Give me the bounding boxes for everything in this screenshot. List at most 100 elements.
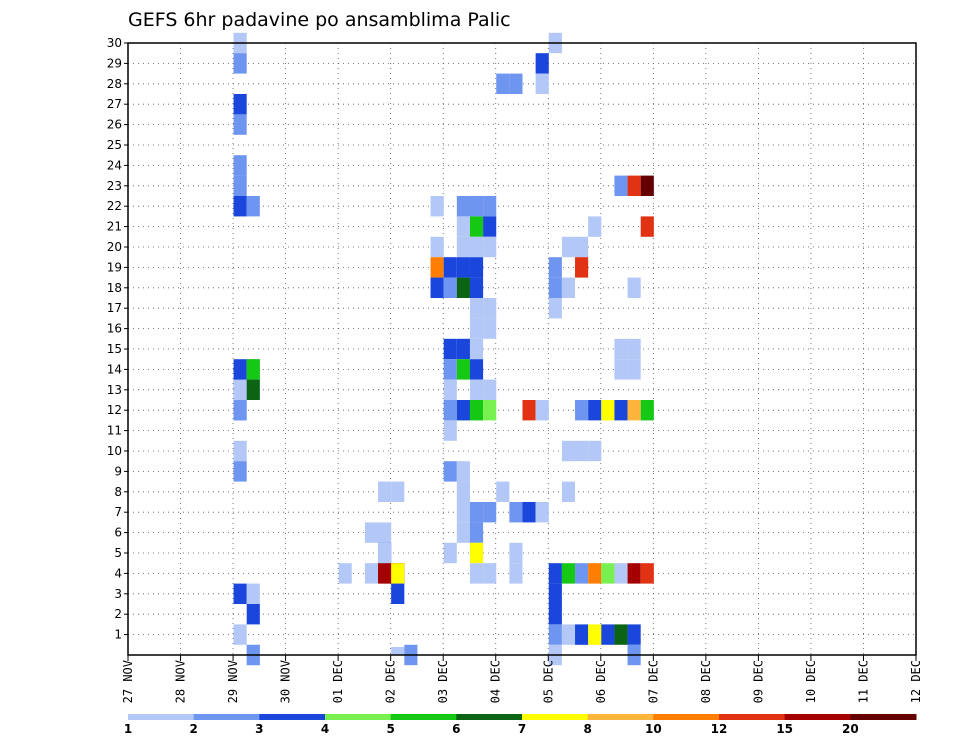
y-tick-label: 21 [107, 220, 122, 234]
precip-cell [233, 440, 247, 462]
legend-label: 12 [711, 722, 728, 736]
precip-cell [548, 583, 562, 604]
precip-cell [575, 400, 589, 421]
legend-label: 5 [386, 722, 394, 736]
precip-cell [391, 583, 405, 604]
precip-cell [509, 502, 523, 523]
precip-cell [588, 624, 602, 645]
precip-cell [246, 379, 260, 400]
precip-cell [233, 359, 247, 380]
precip-cell [627, 624, 641, 645]
precip-cell [233, 583, 247, 604]
legend-swatch [193, 714, 260, 720]
y-tick-label: 3 [114, 587, 122, 601]
precip-cell [588, 440, 602, 462]
y-tick-label: 11 [107, 424, 122, 438]
precip-cell [233, 624, 247, 645]
y-tick-label: 25 [107, 138, 122, 152]
precip-cell [378, 522, 392, 543]
precip-cell [561, 624, 576, 645]
precip-cell [456, 502, 470, 523]
y-axis: 1234567891011121314151617181920212223242… [107, 36, 128, 642]
x-axis: 27 NOV 28 NOV 29 NOV 30 NOV 01 DEC 02 DEC 03 D… [121, 655, 923, 703]
y-tick-label: 5 [114, 546, 122, 560]
precip-cell [627, 563, 641, 584]
precip-cell [588, 563, 602, 584]
precip-cell [575, 563, 589, 584]
precip-cell [535, 400, 549, 421]
precip-cell [561, 563, 576, 584]
y-tick-label: 8 [114, 485, 122, 499]
precip-cell [233, 461, 247, 482]
plot-cells [233, 32, 654, 666]
legend-label: 20 [842, 722, 859, 736]
legend-swatch [522, 714, 589, 720]
precip-cell [246, 359, 260, 380]
precip-cell [469, 379, 484, 400]
y-tick-label: 30 [107, 36, 122, 50]
precip-cell [535, 73, 549, 94]
y-tick-label: 1 [114, 628, 122, 642]
precip-cell [509, 542, 523, 564]
precip-cell [233, 196, 247, 217]
precip-cell [469, 318, 484, 339]
y-tick-label: 15 [107, 342, 122, 356]
colorbar-legend: 1 2 3 4 5 6 7 8 10 12 15 20 [124, 714, 917, 736]
precip-cell [469, 502, 484, 523]
x-tick-label: 27 NOV [121, 660, 135, 703]
precip-cell [456, 216, 470, 237]
precip-cell [575, 440, 589, 462]
x-tick-label: 04 DEC [489, 660, 503, 703]
precip-cell [456, 277, 470, 298]
precip-cell [548, 298, 562, 319]
y-tick-label: 22 [107, 199, 122, 213]
precip-cell [469, 400, 484, 421]
precip-cell [483, 563, 497, 584]
precip-cell [391, 481, 405, 502]
y-tick-label: 10 [107, 444, 122, 458]
precip-cell [246, 604, 260, 625]
precip-cell [443, 257, 457, 278]
precip-cell [483, 236, 497, 258]
precip-cell [233, 400, 247, 421]
precip-cell [469, 542, 484, 564]
precip-cell [483, 400, 497, 421]
precip-cell [456, 338, 470, 360]
x-tick-label: 03 DEC [436, 660, 450, 703]
precip-cell [469, 236, 484, 258]
precip-cell [233, 94, 247, 115]
precip-cell [640, 400, 654, 421]
y-tick-label: 17 [107, 301, 122, 315]
precip-cell [522, 502, 536, 523]
precip-cell [246, 583, 260, 604]
legend-swatch [259, 714, 326, 720]
precip-cell [430, 236, 444, 258]
y-tick-label: 28 [107, 77, 122, 91]
precip-cell [561, 440, 576, 462]
y-tick-label: 29 [107, 56, 122, 70]
precip-cell [548, 604, 562, 625]
precip-cell [430, 196, 444, 217]
precip-cell [443, 542, 457, 564]
precip-cell [469, 257, 484, 278]
precip-cell [561, 277, 576, 298]
precip-cell [378, 563, 392, 584]
precip-cell [548, 563, 562, 584]
precip-cell [614, 400, 628, 421]
precip-cell [456, 522, 470, 543]
precip-cell [575, 236, 589, 258]
precip-cell [522, 400, 536, 421]
x-tick-label: 11 DEC [856, 660, 870, 703]
y-tick-label: 2 [114, 607, 122, 621]
legend-swatch [325, 714, 392, 720]
y-tick-label: 24 [107, 158, 122, 172]
precip-cell [483, 298, 497, 319]
precip-cell [443, 420, 457, 441]
precip-cell [575, 257, 589, 278]
precip-cell [364, 563, 379, 584]
x-tick-label: 10 DEC [804, 660, 818, 703]
precip-cell [548, 277, 562, 298]
precip-cell [614, 175, 628, 196]
precip-cell [614, 338, 628, 360]
precip-cell [443, 277, 457, 298]
